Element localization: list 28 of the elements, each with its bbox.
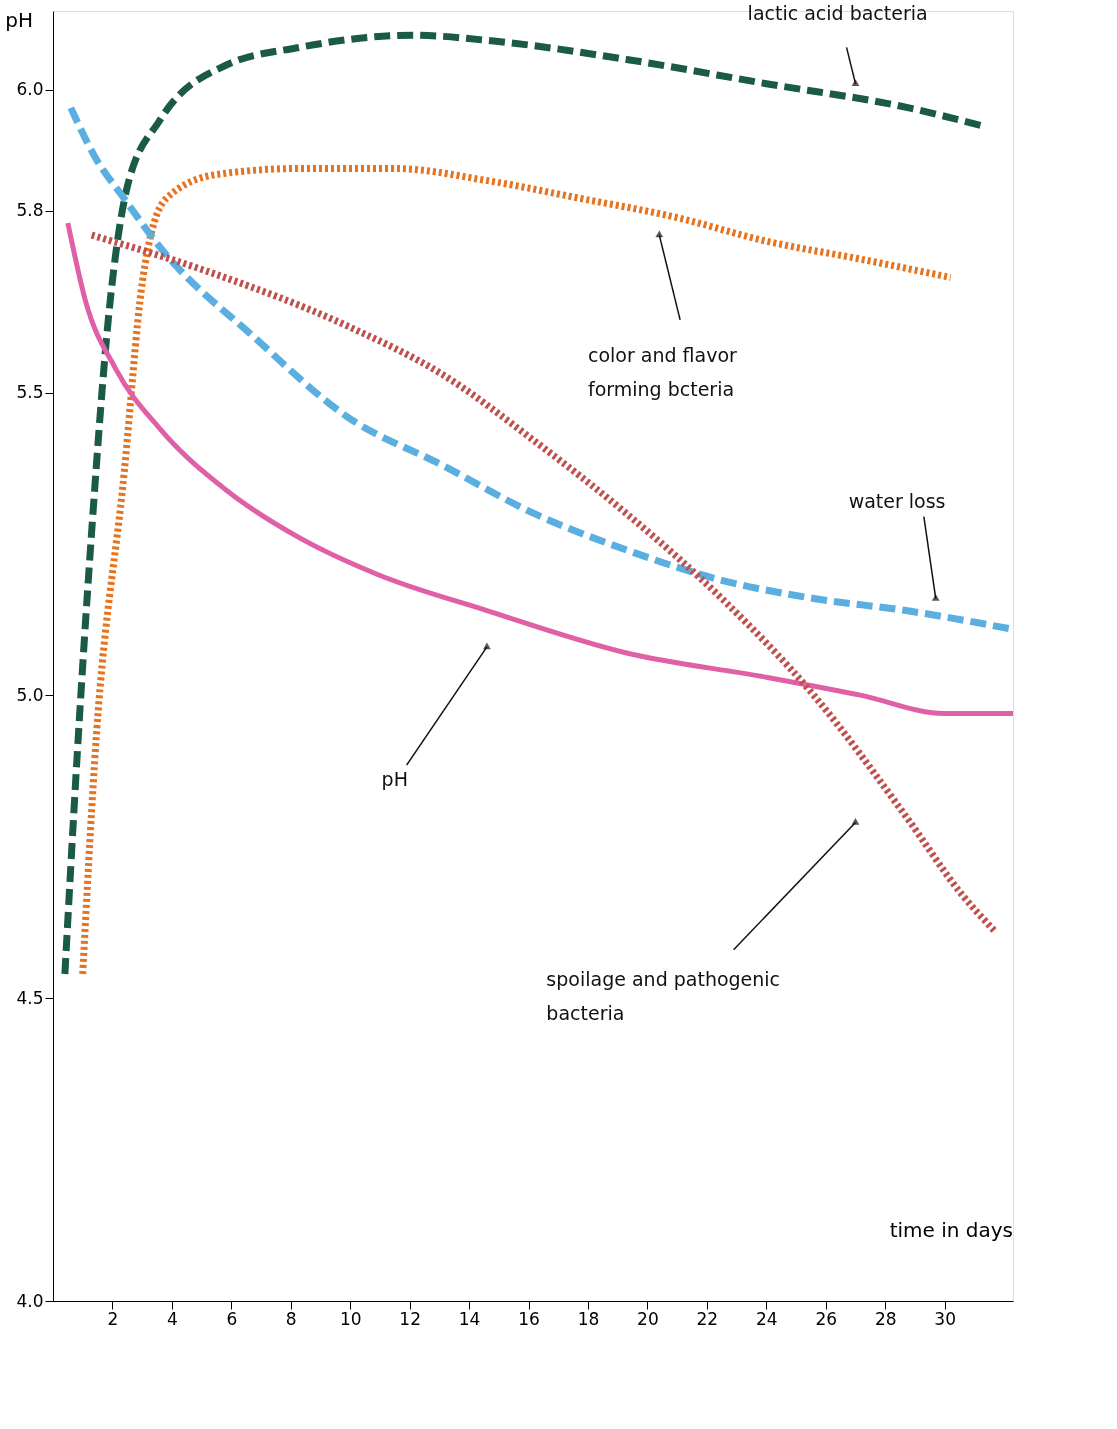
y-tick-label: 5.0: [16, 684, 44, 705]
x-tick-label: 24: [755, 1308, 778, 1329]
y-tick-label: 4.5: [16, 987, 44, 1008]
x-tick-label: 6: [226, 1308, 238, 1329]
x-tick-label: 2: [107, 1308, 119, 1329]
x-tick-label: 16: [518, 1308, 540, 1329]
x-tick-label: 30: [934, 1308, 956, 1329]
annotation: water loss: [848, 489, 946, 512]
x-tick-label: 18: [577, 1308, 600, 1329]
x-tick-label: 8: [285, 1308, 297, 1329]
y-tick-label: 4.0: [16, 1290, 44, 1311]
annotation: lactic acid bacteria: [747, 2, 928, 25]
x-tick-label: 4: [166, 1308, 178, 1329]
x-tick-label: 20: [637, 1308, 659, 1329]
y-tick-label: 5.5: [16, 382, 44, 403]
x-tick-label: 12: [399, 1308, 421, 1329]
x-tick-label: 22: [696, 1308, 719, 1329]
x-tick-label: 14: [458, 1308, 481, 1329]
x-axis-title: time in days: [889, 1218, 1013, 1242]
annotation: pH: [381, 768, 408, 791]
x-tick-label: 10: [339, 1308, 362, 1329]
y-axis-title: pH: [5, 8, 33, 32]
annotation: spoilage and pathogenic bacteria: [546, 968, 781, 1025]
x-tick-label: 28: [874, 1308, 897, 1329]
y-tick-label: 5.8: [16, 200, 44, 221]
annotation: color and flavor forming bcteria: [587, 344, 738, 401]
x-tick-label: 26: [815, 1308, 838, 1329]
y-tick-label: 6.0: [16, 79, 44, 100]
